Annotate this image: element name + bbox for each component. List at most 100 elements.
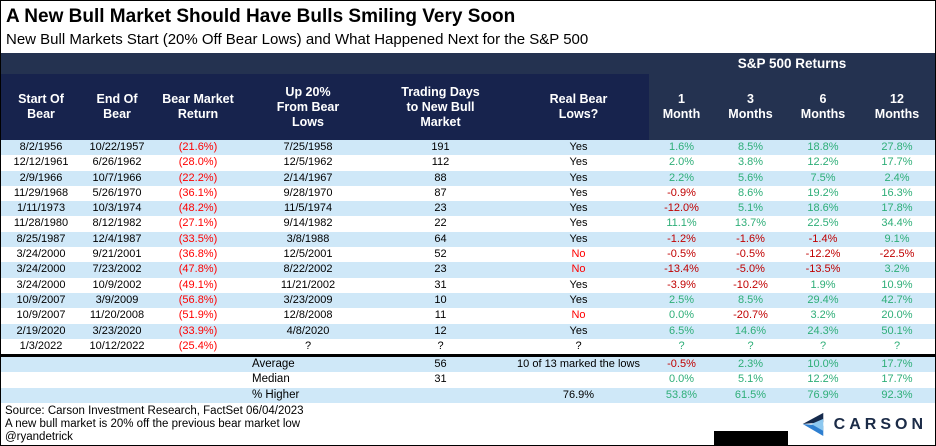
table-cell: Yes <box>569 293 588 306</box>
table-cell <box>153 388 243 403</box>
table-cell: No <box>571 248 586 261</box>
twitter-handle: @ryandetrick <box>5 431 73 444</box>
table-cell: 16.3% <box>881 186 913 199</box>
table-cell: -12.0% <box>664 202 699 215</box>
table-cell: 1/11/1973 <box>16 202 66 215</box>
returns-table: S&P 500 Returns Start Of Bear End Of Bea… <box>1 53 935 404</box>
table-cell: 191 <box>431 141 450 153</box>
table-cell: ? <box>747 339 754 352</box>
group-header-spacer <box>1 53 649 74</box>
table-cell: Yes <box>569 141 588 153</box>
table-cell: 12/12/1961 <box>13 156 69 169</box>
table-cell: (49.1%) <box>178 278 218 291</box>
table-cell: 17.7% <box>881 156 913 169</box>
table-cell: 10/3/1974 <box>92 202 142 215</box>
table-cell: 10/9/2007 <box>16 293 66 306</box>
table-cell: ? <box>437 339 444 352</box>
table-cell: 11/28/1980 <box>13 217 69 230</box>
col-header-start-of-bear: Start Of Bear <box>1 74 81 140</box>
table-cell: 20.0% <box>881 309 913 322</box>
table-row: 11/29/1968 5/26/1970 (36.1%) 9/28/1970 87 Yes… <box>1 186 935 201</box>
table-row: 3/24/2000 10/9/2002 (49.1%) 11/21/2002 31 Yes… <box>1 278 935 293</box>
table-row: 12/12/1961 6/26/1962 (28.0%) 12/5/1962 112 Ye… <box>1 155 935 170</box>
table-cell: 17.7% <box>881 358 913 371</box>
table-cell: (21.6%) <box>178 141 218 153</box>
table-cell: (33.9%) <box>178 324 218 337</box>
table-cell: 1.9% <box>810 278 836 291</box>
table-cell: 11.1% <box>666 217 697 230</box>
table-cell: (27.1%) <box>178 217 218 230</box>
table-cell: 3/23/2009 <box>283 293 333 306</box>
table-cell: 5.6% <box>737 171 764 184</box>
carson-logo: CARSON <box>801 411 927 437</box>
table-cell: 27.8% <box>881 141 913 153</box>
table-cell: 61.5% <box>734 388 767 401</box>
table-cell: 4/8/2020 <box>286 324 330 337</box>
col-header-trading-days: Trading Days to New Bull Market <box>373 74 508 140</box>
summary-separator <box>1 354 935 358</box>
table-cell: -0.9% <box>667 186 696 199</box>
table-cell: 23 <box>434 202 447 215</box>
table-cell: 1.6% <box>668 141 695 153</box>
table-cell: 1/3/2022 <box>19 339 63 352</box>
table-cell: 8/25/1987 <box>16 232 66 245</box>
table-row: 10/9/2007 11/20/2008 (51.9%) 12/8/2008 11 No 0… <box>1 308 935 323</box>
table-cell: 76.9% <box>562 388 595 401</box>
table-row: 2/19/2020 3/23/2020 (33.9%) 4/8/2020 12 Yes 6.… <box>1 323 935 339</box>
carson-chevron-icon <box>802 412 823 436</box>
group-header-sp500-returns: S&P 500 Returns <box>649 53 935 74</box>
table-cell <box>81 357 153 372</box>
table-cell: 29.4% <box>807 293 839 306</box>
carson-logo-text: CARSON <box>833 415 927 433</box>
table-cell: 8/22/2002 <box>283 263 333 276</box>
table-cell: ? <box>575 339 582 352</box>
table-cell: (51.9%) <box>178 309 218 322</box>
table-cell: Yes <box>569 278 588 291</box>
table-cell: 42.7% <box>881 293 913 306</box>
table-cell: 9.1% <box>884 232 910 245</box>
table-cell: Yes <box>569 156 588 169</box>
table-cell: 12 <box>434 324 447 337</box>
table-cell: -5.0% <box>736 263 765 276</box>
table-cell: 0.0% <box>668 309 695 322</box>
table-cell: 9/21/2001 <box>92 248 142 261</box>
note-text: A new bull market is 20% off the previou… <box>5 418 301 431</box>
table-cell: 2.3% <box>737 358 764 371</box>
table-cell: 11/20/2008 <box>89 309 145 322</box>
table-cell: 7/25/1958 <box>283 141 333 153</box>
table-cell: Yes <box>569 186 588 199</box>
table-cell: 7/23/2002 <box>92 263 142 276</box>
table-cell: 92.3% <box>881 388 913 401</box>
table-cell: 64 <box>434 232 447 245</box>
table-cell: -3.9% <box>667 278 696 291</box>
table-cell: 3.2% <box>810 309 836 322</box>
table-cell: Median <box>252 373 290 386</box>
table-cell: 24.3% <box>807 324 839 337</box>
table-cell: 10/7/1966 <box>92 171 142 184</box>
table-cell: 3/24/2000 <box>16 248 66 261</box>
table-cell <box>1 372 81 387</box>
table-cell: (22.2%) <box>178 171 218 184</box>
table-cell: 7.5% <box>810 171 836 184</box>
table-cell: (36.1%) <box>178 186 218 199</box>
table-cell: Yes <box>569 202 588 215</box>
page-title: A New Bull Market Should Have Bulls Smil… <box>6 6 516 27</box>
table-cell: 8.5% <box>737 141 764 153</box>
table-cell: 8/12/1982 <box>92 217 142 230</box>
col-header-12-months: 12 Months <box>859 74 935 140</box>
table-cell: (36.8%) <box>178 248 218 261</box>
col-header-end-of-bear: End Of Bear <box>81 74 153 140</box>
table-cell: 22 <box>434 217 447 230</box>
table-cell: 13.7% <box>734 217 767 230</box>
table-cell: 34.4% <box>881 217 913 230</box>
col-header-1-month: 1 Month <box>649 74 714 140</box>
table-cell: 87 <box>434 186 447 199</box>
table-cell: 12/8/2008 <box>283 309 333 322</box>
table-cell: 12/5/1962 <box>283 156 333 169</box>
table-cell: -12.2% <box>805 248 841 261</box>
table-cell: 2/19/2020 <box>16 324 66 337</box>
table-cell: 52 <box>434 248 447 261</box>
col-header-real-bear-lows: Real Bear Lows? <box>508 74 649 140</box>
col-header-bear-market-return: Bear Market Return <box>153 74 243 140</box>
table-cell <box>1 357 81 372</box>
